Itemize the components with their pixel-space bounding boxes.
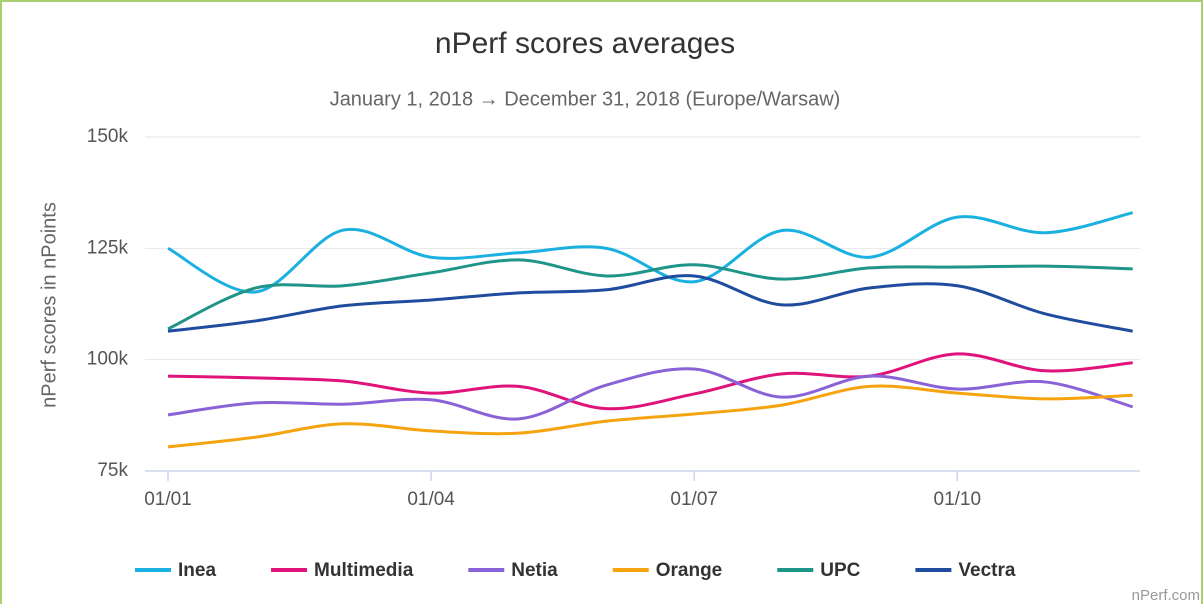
legend-label[interactable]: UPC xyxy=(820,560,860,581)
y-tick-label: 100k xyxy=(87,349,129,370)
x-tick-label: 01/10 xyxy=(934,489,982,510)
legend-label[interactable]: Multimedia xyxy=(314,560,414,581)
line-series xyxy=(167,258,1133,331)
x-tick-label: 01/01 xyxy=(144,489,192,510)
chart-title: nPerf scores averages xyxy=(435,27,735,60)
x-tick-label: 01/07 xyxy=(670,489,718,510)
legend-label[interactable]: Orange xyxy=(656,560,723,581)
line-series xyxy=(167,384,1133,449)
legend-label[interactable]: Netia xyxy=(511,560,558,581)
y-axis-title: nPerf scores in nPoints xyxy=(38,202,60,408)
y-tick-label: 75k xyxy=(97,460,128,481)
x-tick-label: 01/04 xyxy=(407,489,455,510)
chart-subtitle: January 1, 2018 → December 31, 2018 (Eur… xyxy=(330,88,841,110)
line-series xyxy=(167,352,1133,411)
legend-label[interactable]: Vectra xyxy=(958,560,1015,581)
line-series xyxy=(167,211,1134,294)
line-series xyxy=(167,367,1134,421)
y-tick-label: 150k xyxy=(87,126,129,147)
credit: nPerf.com xyxy=(1132,587,1200,604)
y-tick-label: 125k xyxy=(87,237,129,258)
legend-label[interactable]: Inea xyxy=(178,560,216,581)
line-series xyxy=(167,274,1133,333)
